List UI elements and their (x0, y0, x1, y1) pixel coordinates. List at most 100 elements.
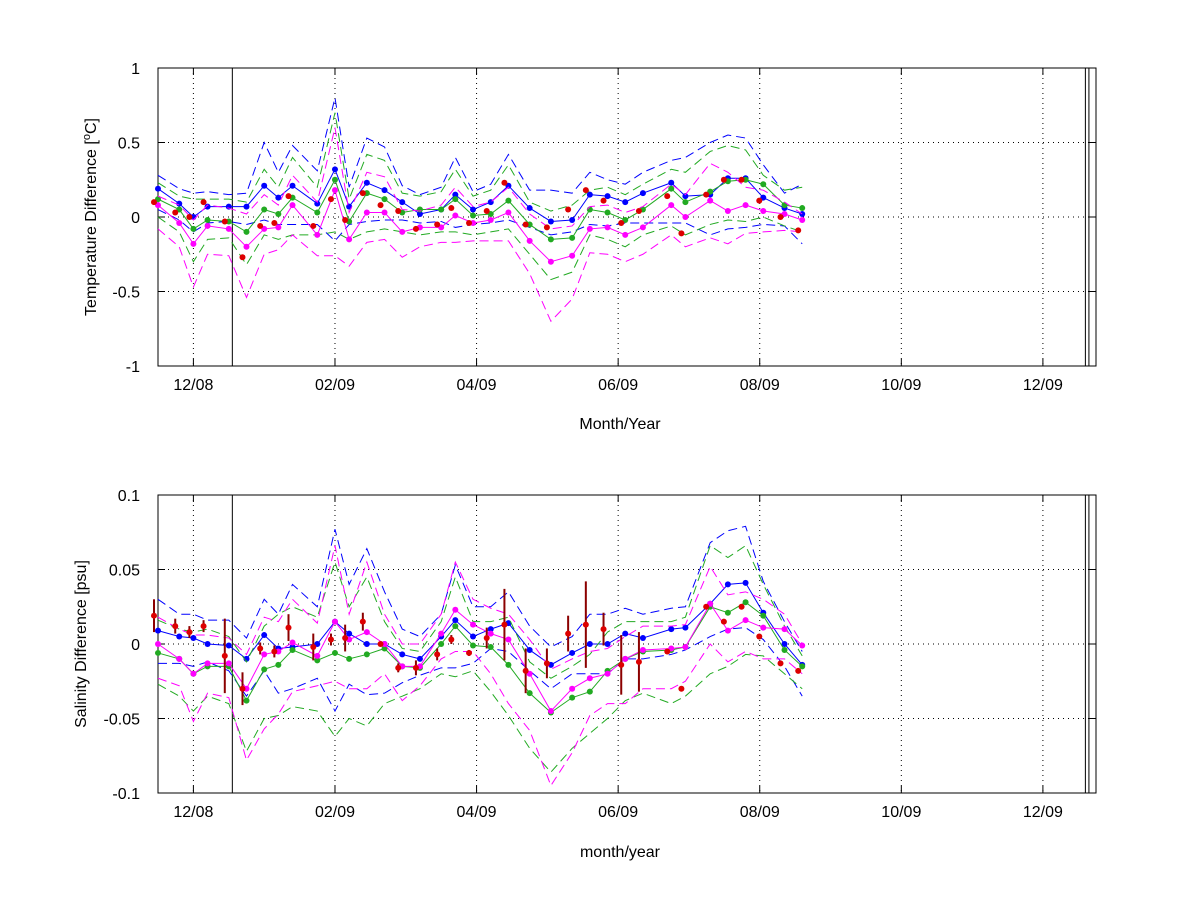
temperature-obs-point (738, 176, 745, 183)
temperature-green-point (416, 206, 423, 213)
temperature-blue-point (470, 206, 477, 213)
salinity-magenta-point (289, 639, 296, 646)
temperature-magenta-point (331, 187, 338, 194)
salinity-obs-point (664, 648, 671, 655)
salinity-green-upper-line (157, 544, 803, 679)
temperature-blue-point (176, 200, 183, 207)
temperature-green-upper-line (157, 112, 803, 212)
temperature-y-tick-label: -1 (126, 359, 140, 376)
temperature-green-lower-line (157, 216, 803, 281)
temperature-green-point (604, 209, 611, 216)
temperature-magenta-point (724, 208, 731, 215)
temperature-obs-point (678, 230, 685, 237)
temperature-blue-upper-line (157, 97, 803, 196)
temperature-green-point (190, 225, 197, 232)
salinity-x-tick-label: 02/09 (315, 804, 355, 821)
salinity-blue-point (604, 641, 611, 647)
salinity-obs-point (186, 629, 193, 636)
temperature-blue-point (381, 187, 388, 194)
temperature-green-point (243, 228, 250, 235)
temperature-blue-point (204, 203, 211, 210)
temperature-green-point (668, 185, 675, 192)
temperature-magenta-point (204, 222, 211, 229)
salinity-blue-point (452, 617, 459, 624)
temperature-obs-point (795, 227, 802, 234)
temperature-obs-point (635, 208, 642, 215)
temperature-magenta-point (639, 224, 646, 231)
temperature-magenta-point (346, 236, 353, 243)
temperature-green-point (682, 199, 689, 206)
salinity-x-tick-label: 04/09 (457, 804, 497, 821)
salinity-obs-point (582, 621, 589, 628)
salinity-y-tick-label: -0.05 (104, 712, 141, 729)
salinity-green-point (261, 666, 268, 673)
temperature-obs-point (582, 187, 589, 194)
salinity-blue-point (682, 624, 689, 631)
temperature-magenta-point (190, 240, 197, 247)
salinity-obs-point (795, 667, 802, 674)
temperature-magenta-point (289, 202, 296, 209)
salinity-green-point (314, 657, 321, 664)
salinity-obs-point (522, 667, 529, 674)
temperature-blue-point (363, 179, 370, 186)
salinity-obs-point (359, 618, 366, 625)
temperature-obs-point (395, 208, 402, 215)
temperature-magenta-point (243, 243, 250, 250)
salinity-magenta-point (190, 670, 197, 677)
temperature-x-tick-label: 06/09 (598, 377, 638, 394)
temperature-green-point (505, 197, 512, 204)
temperature-green-point (470, 212, 477, 219)
salinity-green-point (452, 623, 459, 630)
salinity-magenta-point (639, 646, 646, 653)
salinity-obs-point (221, 652, 228, 659)
salinity-green-point (346, 655, 353, 662)
salinity-green-point (275, 661, 282, 668)
salinity-blue-point (487, 626, 494, 633)
temperature-blue-point (243, 203, 250, 210)
salinity-obs-point (565, 630, 572, 637)
salinity-y-tick-label: 0 (131, 637, 140, 654)
temperature-blue-point (668, 179, 675, 186)
salinity-obs-point (257, 645, 264, 652)
temperature-blue-point (314, 200, 321, 207)
temperature-green-point (275, 211, 282, 218)
salinity-magenta-point (487, 630, 494, 637)
temperature-magenta-point (176, 219, 183, 226)
salinity-obs-point (501, 621, 508, 628)
salinity-panel: month/year Salinity Difference [psu] 12/… (73, 488, 1097, 861)
temperature-blue-point (261, 182, 268, 189)
temperature-obs-point (466, 219, 473, 226)
salinity-green-point (155, 649, 161, 656)
salinity-magenta-point (569, 685, 576, 692)
temperature-magenta-point (668, 202, 675, 209)
temperature-green-point (799, 205, 806, 212)
salinity-magenta-point (604, 670, 611, 677)
salinity-obs-point (342, 635, 349, 642)
salinity-magenta-point (155, 641, 161, 647)
salinity-blue-point (742, 579, 749, 586)
salinity-blue-point (586, 641, 593, 647)
temperature-green-point (547, 236, 554, 243)
salinity-obs-point (151, 612, 157, 619)
salinity-obs-point (172, 623, 179, 630)
temperature-obs-point (186, 214, 193, 220)
temperature-x-tick-label: 08/09 (740, 377, 780, 394)
temperature-magenta-point (505, 209, 512, 216)
temperature-magenta-mean-line (157, 188, 803, 263)
salinity-magenta-point (470, 621, 477, 628)
temperature-magenta-point (363, 209, 370, 216)
temperature-green-point (314, 209, 321, 216)
salinity-obs-point (600, 626, 607, 633)
temperature-obs-point (257, 222, 264, 229)
temperature-obs-point (448, 205, 455, 212)
salinity-x-tick-label: 12/08 (173, 804, 213, 821)
salinity-magenta-point (760, 624, 767, 631)
salinity-green-point (381, 645, 388, 652)
temperature-green-mean-line (157, 178, 803, 240)
temperature-obs-point (377, 202, 384, 209)
salinity-magenta-point (505, 636, 512, 643)
temperature-magenta-point (707, 197, 714, 204)
salinity-magenta-point (781, 626, 788, 633)
salinity-green-point (243, 697, 250, 704)
temperature-obs-point (664, 193, 671, 200)
